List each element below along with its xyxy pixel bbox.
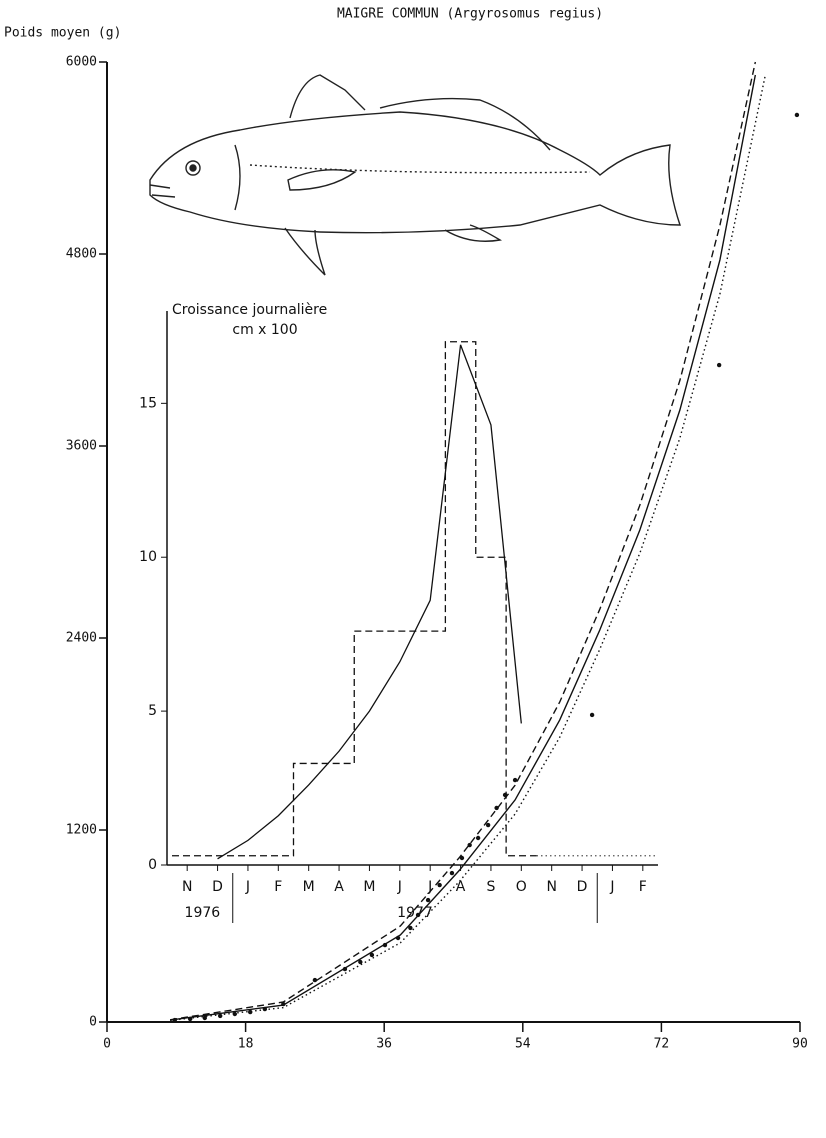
data-point	[467, 842, 472, 848]
month-label: F	[639, 879, 647, 895]
y-tick-label: 1200	[66, 823, 97, 838]
month-label: A	[456, 879, 466, 895]
data-point	[437, 882, 442, 888]
data-point	[716, 362, 722, 368]
data-point	[425, 897, 431, 903]
data-point	[358, 959, 363, 965]
year-label: 1977	[397, 905, 433, 921]
chart-title: MAIGRE COMMUN (Argyrosomus regius)	[337, 7, 603, 22]
month-label: J	[245, 879, 250, 895]
fit-curve	[170, 61, 757, 1021]
y-axis-label: Poids moyen (g)	[4, 26, 121, 41]
data-point	[794, 112, 800, 118]
data-point	[475, 835, 481, 841]
growth-curve	[217, 344, 522, 860]
y-tick-label: 6000	[66, 55, 97, 70]
inset-chart: Croissance journalière cm x 100 0 5 10 15 N D…	[139, 302, 658, 923]
month-label: M	[363, 879, 375, 895]
inset-subtitle: cm x 100	[232, 322, 297, 338]
x-tick-label: 72	[654, 1037, 670, 1052]
month-label: D	[577, 879, 588, 895]
month-label: N	[546, 879, 556, 895]
y-tick-label: 0	[89, 1015, 97, 1030]
inset-y-tick-label: 5	[148, 703, 157, 719]
fit-curve	[170, 74, 757, 1021]
data-point	[312, 977, 318, 983]
year-label: 1976	[185, 905, 221, 921]
month-label: J	[427, 879, 432, 895]
data-point	[202, 1015, 207, 1021]
inset-y-tick-label: 10	[139, 549, 157, 565]
month-label: J	[397, 879, 402, 895]
data-point	[459, 855, 465, 861]
x-tick-label: 54	[515, 1037, 531, 1052]
month-label: A	[334, 879, 344, 895]
y-tick-label: 4800	[66, 247, 97, 262]
y-tick-label: 2400	[66, 631, 97, 646]
main-chart: 0 1200 2400 3600 4800 6000 0 18 36 54 72 90	[66, 55, 808, 1052]
data-point	[217, 1013, 223, 1019]
data-point	[369, 952, 375, 958]
y-tick-label: 3600	[66, 439, 97, 454]
x-tick-label: 90	[792, 1037, 808, 1052]
step-line	[172, 341, 537, 857]
month-label: F	[274, 879, 282, 895]
data-point	[485, 822, 491, 828]
x-tick-label: 0	[103, 1037, 111, 1052]
month-label: D	[212, 879, 223, 895]
data-point	[408, 925, 413, 931]
month-label: N	[182, 879, 192, 895]
fish-illustration	[149, 74, 681, 276]
inset-y-tick-label: 0	[148, 857, 157, 873]
inset-title: Croissance journalière	[172, 302, 327, 318]
data-point	[512, 777, 518, 783]
month-label: M	[303, 879, 315, 895]
inset-y-tick-label: 15	[139, 395, 157, 411]
month-label: S	[486, 879, 495, 895]
month-label: J	[609, 879, 614, 895]
data-point	[589, 712, 595, 718]
data-point	[232, 1011, 238, 1017]
x-tick-label: 36	[376, 1037, 392, 1052]
month-label: O	[516, 879, 527, 895]
data-point	[449, 870, 455, 876]
fit-curve	[170, 74, 767, 1022]
x-tick-label: 18	[238, 1037, 254, 1052]
